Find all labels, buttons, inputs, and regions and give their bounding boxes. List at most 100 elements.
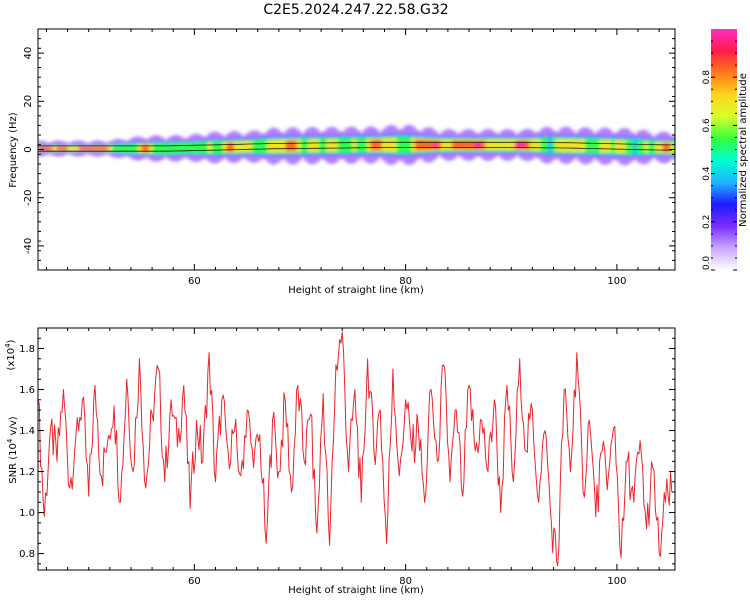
heat-cell <box>104 146 109 151</box>
heat-cell <box>600 139 605 153</box>
spectrogram-x-tick-label: 60 <box>188 276 201 287</box>
scale-note-exp: 4 <box>4 343 12 348</box>
heat-cell <box>82 146 87 151</box>
heat-cell <box>529 139 534 151</box>
heat-cell <box>285 140 290 152</box>
heat-cell <box>45 146 50 151</box>
heat-cell <box>392 137 398 152</box>
heat-cell <box>500 139 505 151</box>
heat-cell <box>38 146 43 151</box>
heat-cell <box>407 136 412 154</box>
snr-y-tick-label: 0.8 <box>19 549 35 560</box>
heat-cell <box>596 138 601 154</box>
heat-cell <box>355 137 361 153</box>
heat-cell <box>307 139 313 153</box>
colorbar-ticks: 0.0 0.2 0.4 0.6 0.8 <box>702 40 737 271</box>
heat-cell <box>289 140 294 152</box>
heat-cell <box>111 144 117 153</box>
heat-cell <box>130 143 135 154</box>
heat-cell <box>363 137 368 153</box>
heat-cell <box>60 146 65 151</box>
spectrogram-panel: 60 80 100 -40 -20 0 20 40 Height of straight li… <box>8 28 676 296</box>
heat-cell <box>400 136 405 154</box>
snr-x-tick-label: 80 <box>399 576 412 587</box>
heat-cell <box>444 139 449 151</box>
spectrogram-y-tick-label: -20 <box>23 190 34 206</box>
heat-cell <box>171 143 176 154</box>
heat-cell <box>622 140 627 154</box>
heat-cell <box>178 142 183 154</box>
heat-cell <box>300 138 305 154</box>
heat-cell <box>348 137 353 153</box>
snr-y-tick-label: 1.2 <box>19 467 35 478</box>
snr-y-label-tail: v/v) <box>8 416 19 438</box>
heat-cell <box>551 137 557 153</box>
heat-cell <box>540 137 545 153</box>
heat-cell <box>588 138 593 154</box>
heat-cell <box>315 139 320 153</box>
heat-cell <box>341 137 346 153</box>
heat-cell <box>134 143 139 154</box>
heat-cell <box>222 141 227 153</box>
heat-cell <box>459 140 464 150</box>
heat-cell <box>241 141 246 153</box>
heat-cell <box>115 144 120 153</box>
heat-cell <box>270 139 276 153</box>
heat-cell <box>123 144 128 153</box>
heat-cell <box>603 139 608 153</box>
heat-cell <box>156 143 161 154</box>
chart-title: C2E5.2024.247.22.58.G32 <box>263 2 449 18</box>
heat-cell <box>381 138 386 152</box>
heat-cell <box>396 136 401 154</box>
heat-cell <box>389 138 394 152</box>
spectrogram-x-tick-label: 100 <box>607 276 626 287</box>
spectrogram-heatmap <box>38 124 675 166</box>
heat-cell <box>160 143 165 154</box>
heat-cell <box>651 140 656 154</box>
heat-cell <box>511 139 516 151</box>
heat-cell <box>233 141 239 153</box>
heat-cell <box>611 138 616 154</box>
heat-cell <box>455 140 460 150</box>
heat-cell <box>592 138 597 154</box>
heat-cell <box>537 139 542 152</box>
heat-cell <box>326 139 331 152</box>
heat-cell <box>108 145 113 152</box>
heat-cell <box>441 139 446 151</box>
heat-cell <box>63 146 68 151</box>
heat-cell <box>666 143 671 153</box>
heat-cell <box>333 139 338 152</box>
heat-cell <box>437 140 442 150</box>
colorbar: 0.0 0.2 0.4 0.6 0.8 Normalized spectral ampl… <box>702 29 749 271</box>
heat-cell <box>418 139 423 151</box>
snr-panel: 60 80 100 0.8 1.0 1.2 1.4 1.6 1.8 Height of stra… <box>4 327 676 596</box>
heat-cell <box>404 136 409 154</box>
heat-cell <box>278 139 283 153</box>
heat-cell <box>167 143 172 154</box>
snr-y-tick-label: 1.0 <box>19 508 35 519</box>
heat-cell <box>304 138 309 154</box>
heat-cell <box>56 146 61 151</box>
heat-cell <box>544 137 549 153</box>
heat-cell <box>337 137 342 153</box>
heat-cell <box>126 144 131 153</box>
spectrogram-x-tick-label: 80 <box>399 276 412 287</box>
heat-cell <box>636 139 642 155</box>
spectrogram-y-tick-label: 20 <box>23 95 34 108</box>
colorbar-tick-label: 0.4 <box>702 166 712 181</box>
heat-cell <box>625 139 630 155</box>
heat-cell <box>219 140 224 154</box>
heat-cell <box>293 140 298 152</box>
snr-scale-note: (x104) <box>4 339 17 370</box>
spectrogram-y-tick-label: 0 <box>23 146 34 152</box>
heat-cell <box>319 138 324 154</box>
heat-cell <box>566 139 571 152</box>
heat-cell <box>237 141 242 153</box>
heat-cell <box>385 138 390 152</box>
scale-note-prefix: (x10 <box>6 348 17 371</box>
snr-frame <box>37 327 676 571</box>
heat-cell <box>474 141 479 149</box>
heat-cell <box>274 139 279 153</box>
heat-cell <box>522 141 527 149</box>
